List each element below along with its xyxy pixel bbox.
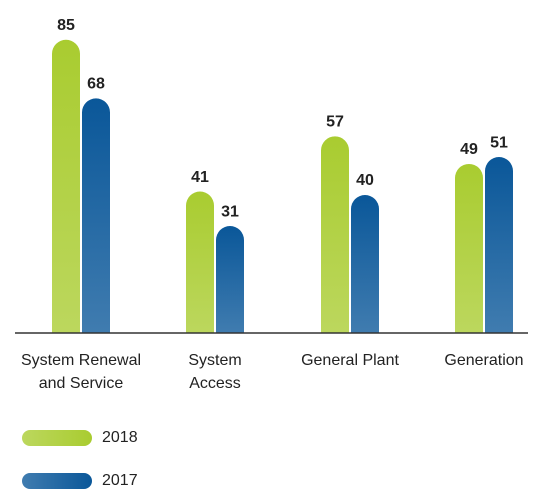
legend-swatch [22,473,92,489]
value-label: 40 [356,172,374,189]
x-tick-label: System Renewal [21,352,141,369]
value-label: 49 [460,141,478,158]
x-tick-label: General Plant [301,352,399,369]
bar [485,157,513,333]
x-tick-label: Generation [444,352,523,369]
x-tick-label: and Service [39,375,124,392]
bar [351,195,379,333]
value-label: 31 [221,203,239,220]
bar [82,98,110,333]
legend-label: 2017 [102,472,138,489]
x-tick-label: System [188,352,241,369]
value-label: 57 [326,114,344,131]
value-label: 68 [87,76,105,93]
legend-swatch [22,430,92,446]
bar [455,163,483,333]
legend-label: 2018 [102,429,138,446]
bar [216,226,244,333]
value-label: 41 [191,169,209,186]
value-label: 51 [490,134,508,151]
bar [186,191,215,333]
bar [52,39,80,333]
x-tick-label: Access [189,375,241,392]
value-label: 85 [57,17,75,34]
bar [321,136,349,333]
